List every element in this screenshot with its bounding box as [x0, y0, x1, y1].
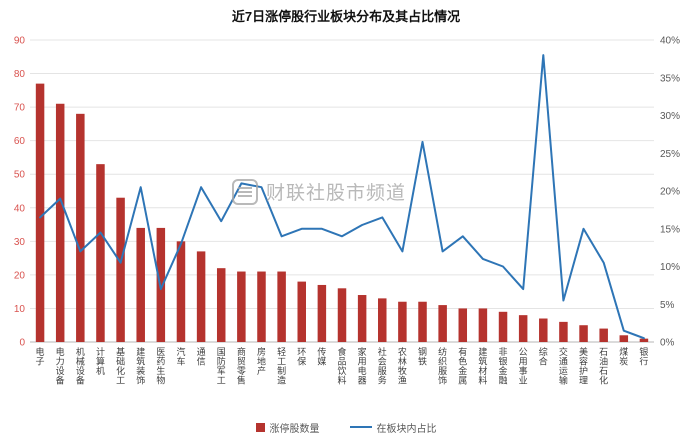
bar	[277, 271, 286, 342]
category-label: 石油石化	[599, 347, 608, 386]
category-label: 综合	[539, 346, 548, 367]
category-label: 建筑材料	[478, 346, 487, 386]
category-label: 交通运输	[559, 346, 568, 386]
category-label: 电力设备	[56, 346, 65, 386]
legend-item-bar-series: 涨停股数量	[255, 420, 320, 435]
chart-area: 0 10 20 30 40 50 60 70 80 90 0% 5% 10% 15% 20% 25% 30% 35…	[0, 30, 692, 418]
legend-label-line-series: 在板块内占比	[376, 423, 437, 435]
bar	[96, 164, 105, 342]
category-label: 食品饮料	[337, 346, 346, 386]
category-label: 纺织服饰	[438, 346, 447, 386]
bar	[116, 197, 125, 342]
left-axis-tick: 90	[14, 36, 26, 47]
left-axis-tick: 30	[14, 237, 26, 248]
right-axis-tick: 40%	[660, 36, 680, 47]
bar	[317, 284, 327, 342]
category-label: 通信	[197, 347, 206, 367]
bar	[378, 298, 387, 342]
bar	[438, 305, 447, 342]
category-label: 美容护理	[579, 346, 588, 386]
bar	[55, 103, 65, 342]
category-label: 基础化工	[116, 346, 125, 386]
bar	[639, 338, 649, 342]
category-label: 环保	[297, 347, 306, 367]
bar	[619, 335, 629, 342]
bar	[498, 311, 508, 342]
right-axis-tick: 5%	[660, 300, 675, 311]
category-label: 机械设备	[76, 346, 85, 386]
legend-line-swatch-icon	[349, 426, 372, 428]
category-label: 轻工制造	[277, 346, 286, 386]
legend-bar-swatch-icon	[255, 422, 265, 432]
category-label: 银行	[639, 346, 648, 367]
category-label: 农林牧渔	[398, 346, 407, 386]
category-label: 计算机	[96, 346, 105, 376]
category-label: 钢铁	[418, 346, 427, 367]
left-axis-tick: 80	[14, 69, 26, 80]
right-axis-tick: 30%	[660, 111, 680, 122]
bar	[216, 268, 226, 342]
left-axis-tick: 60	[14, 136, 26, 147]
category-label: 社会服务	[378, 346, 387, 386]
bar	[559, 321, 568, 342]
left-axis-tick: 10	[14, 304, 26, 315]
left-axis-tick: 50	[14, 170, 26, 181]
bar	[35, 83, 45, 342]
bar	[337, 288, 347, 342]
chart-title: 近7日涨停股行业板块分布及其占比情况	[231, 8, 461, 24]
left-axis-tick: 70	[14, 103, 26, 114]
bar	[539, 318, 548, 342]
category-label: 非银金融	[499, 346, 508, 386]
right-axis-tick: 0%	[660, 338, 675, 349]
category-label: 传媒	[317, 346, 326, 367]
bar	[237, 271, 246, 342]
chart-legend: 涨停股数量 在板块内占比	[0, 418, 692, 436]
bar	[478, 308, 488, 342]
category-label: 煤炭	[619, 346, 628, 367]
category-label: 国防军工	[217, 347, 226, 386]
ratio-line	[39, 54, 645, 340]
category-label: 公用事业	[519, 347, 528, 386]
right-axis-tick: 35%	[660, 73, 680, 84]
right-axis-tick: 10%	[660, 262, 680, 273]
bar	[257, 271, 266, 342]
legend-item-line-series: 在板块内占比	[349, 420, 437, 435]
category-label: 房地产	[257, 346, 266, 376]
bar	[458, 308, 468, 342]
bar	[579, 325, 588, 342]
category-label: 电子	[36, 346, 45, 367]
right-axis-tick: 20%	[660, 187, 680, 198]
category-label: 汽车	[176, 346, 185, 367]
bar	[196, 251, 206, 342]
left-axis-tick: 0	[19, 338, 25, 349]
bar	[518, 315, 528, 342]
right-axis-tick: 25%	[660, 149, 680, 160]
category-label: 商贸零售	[237, 346, 246, 386]
legend-label-bar-series: 涨停股数量	[269, 423, 320, 435]
left-axis-tick: 20	[14, 270, 26, 281]
left-axis-tick: 40	[14, 203, 26, 214]
bar	[136, 227, 145, 342]
bar	[297, 281, 306, 342]
bar	[398, 301, 407, 342]
right-axis-tick: 15%	[660, 224, 680, 235]
bar	[176, 241, 186, 342]
bar	[76, 113, 85, 342]
category-label: 医药生物	[156, 347, 165, 386]
category-label: 建筑装饰	[136, 346, 145, 386]
category-label: 有色金属	[458, 346, 467, 386]
category-label: 家用电器	[358, 346, 367, 386]
bar	[357, 295, 367, 342]
combo-chart: 0 10 20 30 40 50 60 70 80 90 0% 5% 10% 15% 20% 25% 30% 35…	[14, 36, 680, 386]
bar	[599, 328, 608, 342]
bar	[418, 301, 427, 342]
